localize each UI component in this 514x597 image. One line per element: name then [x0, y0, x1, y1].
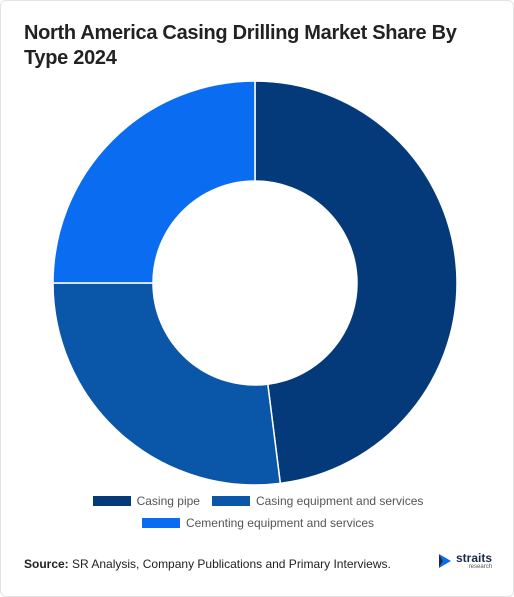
legend-swatch — [211, 496, 250, 506]
source-text: SR Analysis, Company Publications and Pr… — [72, 557, 391, 571]
legend-swatch — [141, 518, 180, 528]
logo-tagline: research — [468, 563, 493, 570]
source: Source: SR Analysis, Company Publication… — [24, 557, 391, 571]
chart-title: North America Casing Drilling Market Sha… — [24, 22, 457, 69]
legend-label: Cementing equipment and services — [185, 516, 375, 530]
legend-label: Casing pipe — [136, 494, 200, 508]
donut-slice — [52, 282, 282, 486]
legend-item: Casing pipe — [92, 494, 200, 508]
logo: straits research — [437, 552, 492, 570]
legend-label: Casing equipment and services — [255, 494, 424, 508]
legend-item: Cementing equipment and services — [141, 516, 375, 530]
donut-slice — [52, 80, 256, 284]
donut-slice — [254, 80, 458, 485]
source-label: Source: — [24, 557, 69, 571]
logo-icon — [439, 554, 451, 568]
chart — [52, 80, 458, 486]
legend-item: Casing equipment and services — [211, 494, 424, 508]
legend-swatch — [92, 496, 131, 506]
legend: Casing pipe Casing equipment and services… — [63, 494, 453, 530]
logo-name: straits — [456, 550, 493, 565]
